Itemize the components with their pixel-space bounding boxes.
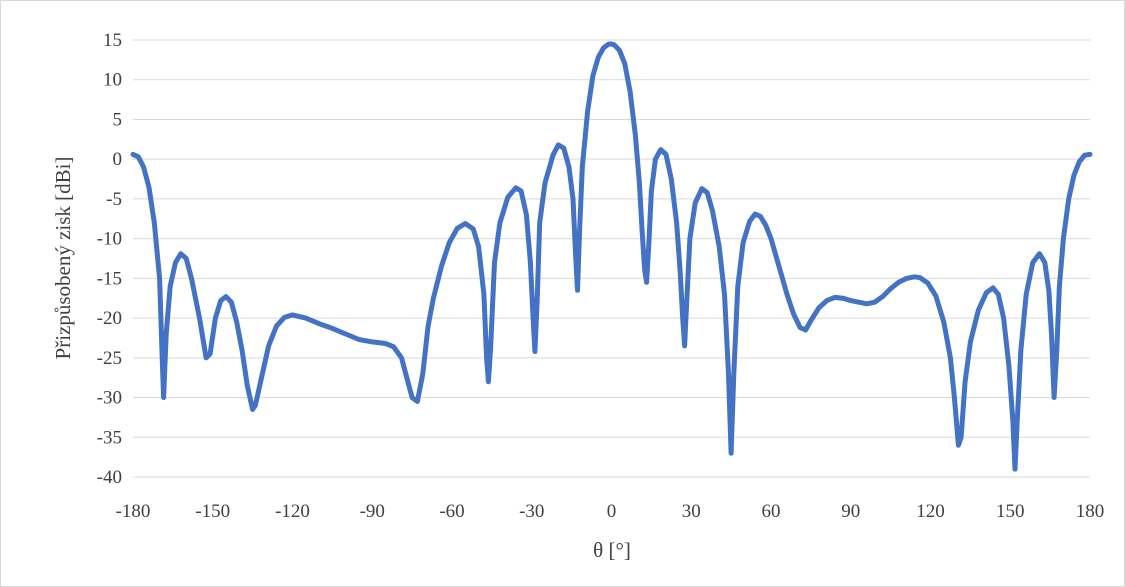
x-axis-title: θ [°] xyxy=(593,538,631,562)
y-tick-label: 15 xyxy=(103,30,122,51)
y-tick-label: -35 xyxy=(97,427,122,448)
x-tick-label: -150 xyxy=(195,501,230,522)
x-axis-ticks: -180 -150 -120 -90 -60 -30 0 30 60 90 120 150 180 xyxy=(116,501,1105,522)
x-tick-label: 120 xyxy=(916,501,945,522)
series-line xyxy=(130,41,1093,472)
y-tick-label: 0 xyxy=(113,149,123,170)
y-tick-label: -5 xyxy=(106,189,122,210)
x-tick-label: -120 xyxy=(275,501,310,522)
gridlines xyxy=(133,39,1090,478)
x-tick-label: 150 xyxy=(996,501,1025,522)
y-tick-label: 5 xyxy=(113,109,123,130)
y-tick-label: -40 xyxy=(97,467,122,488)
y-tick-label: -25 xyxy=(97,348,122,369)
y-tick-label: -15 xyxy=(97,268,122,289)
y-axis-ticks: 15 10 5 0 -5 -10 -15 -20 -25 -30 -35 -40 xyxy=(97,30,122,488)
y-tick-label: -20 xyxy=(97,308,122,329)
y-axis-title: Přizpůsobený zisk [dBi] xyxy=(51,157,75,360)
x-tick-label: -30 xyxy=(519,501,544,522)
series-group xyxy=(130,41,1093,472)
y-tick-label: 10 xyxy=(103,70,122,91)
x-tick-label: 0 xyxy=(607,501,617,522)
x-tick-label: 90 xyxy=(841,501,860,522)
y-tick-label: -10 xyxy=(97,229,122,250)
x-tick-label: -60 xyxy=(439,501,464,522)
x-tick-label: -90 xyxy=(360,501,385,522)
x-tick-label: 30 xyxy=(682,501,701,522)
x-tick-label: 180 xyxy=(1076,501,1105,522)
x-tick-label: -180 xyxy=(116,501,151,522)
x-tick-label: 60 xyxy=(762,501,781,522)
y-tick-label: -30 xyxy=(97,388,122,409)
